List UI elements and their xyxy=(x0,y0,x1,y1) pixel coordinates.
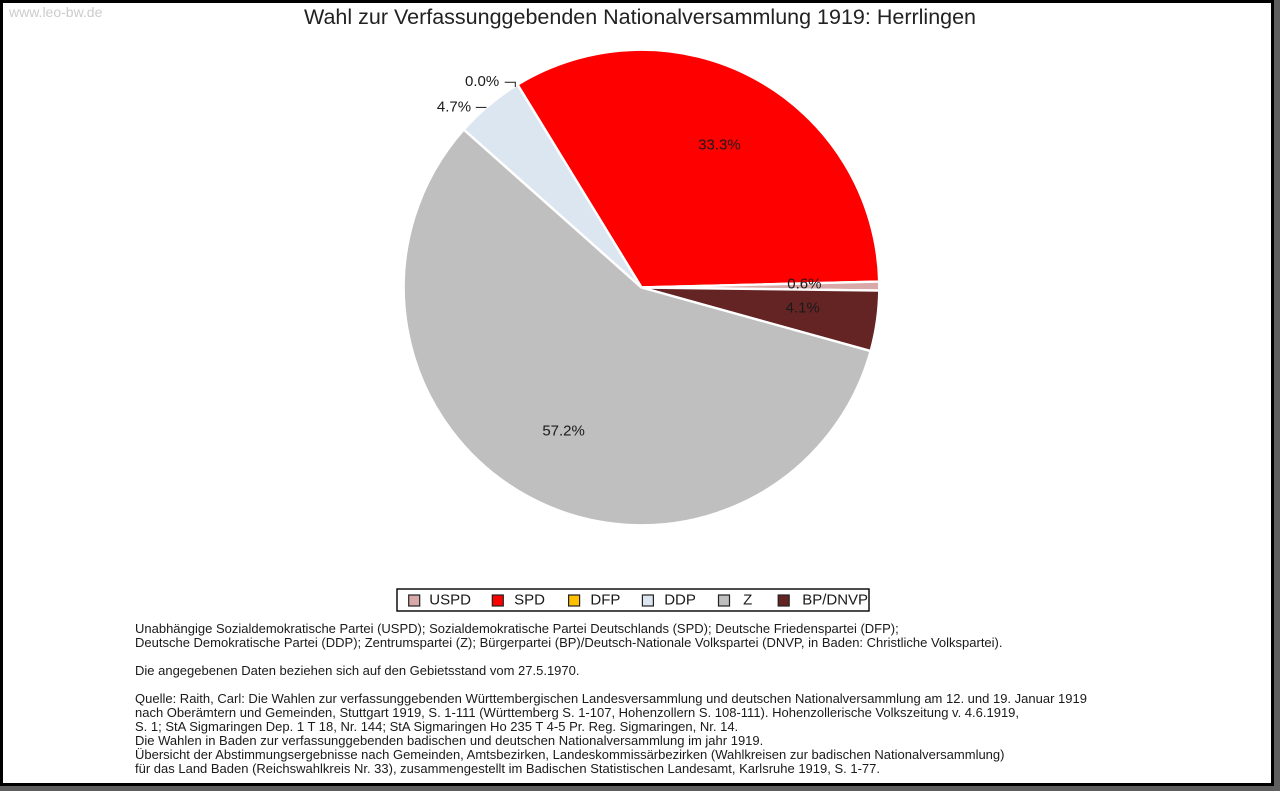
svg-text:DDP: DDP xyxy=(664,591,696,608)
svg-text:SPD: SPD xyxy=(514,591,545,608)
svg-text:Z: Z xyxy=(743,591,752,608)
svg-text:USPD: USPD xyxy=(429,591,471,608)
svg-text:BP/DNVP: BP/DNVP xyxy=(802,591,868,608)
svg-text:DFP: DFP xyxy=(590,591,620,608)
